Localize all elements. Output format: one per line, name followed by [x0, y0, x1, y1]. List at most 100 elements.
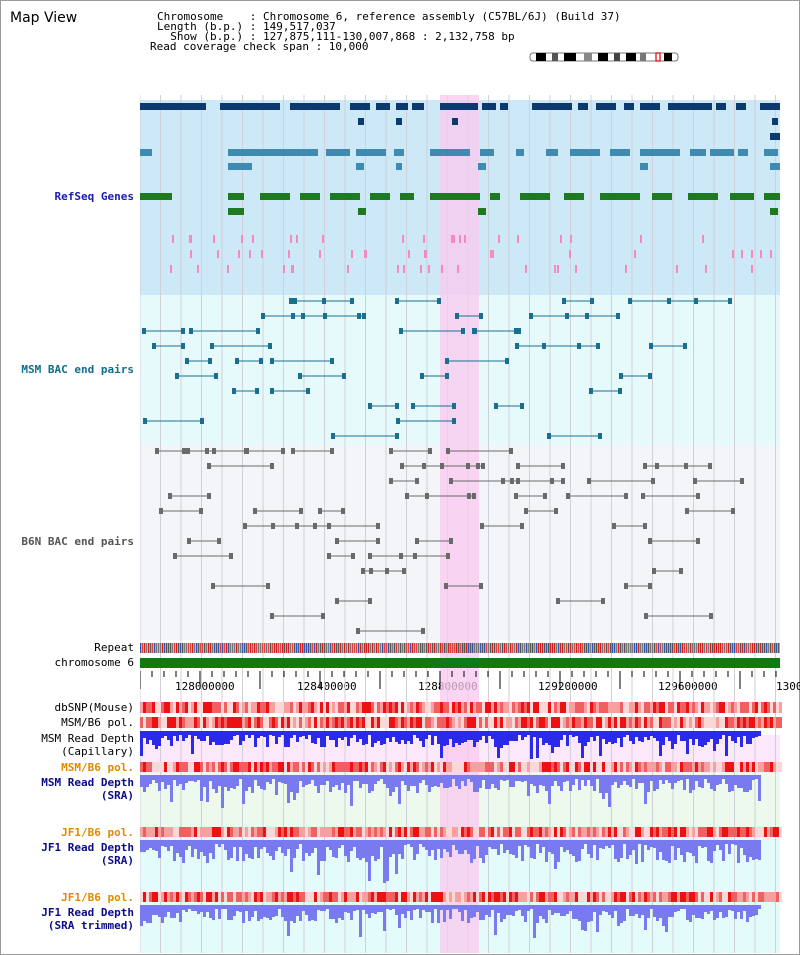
polymorphism-cell	[263, 762, 266, 772]
polymorphism-cell	[680, 827, 683, 837]
bac-end-marker	[396, 418, 400, 424]
bac-end-marker	[648, 373, 652, 379]
polymorphism-cell	[482, 762, 485, 772]
polymorphism-cell	[764, 827, 767, 837]
polymorphism-cell	[260, 717, 263, 728]
polymorphism-cell	[368, 827, 371, 837]
bac-end-marker	[261, 313, 265, 319]
polymorphism-cell	[731, 702, 734, 713]
read-depth-bar	[593, 840, 596, 845]
polymorphism-cell	[560, 717, 563, 728]
read-depth-bar	[245, 775, 248, 791]
polymorphism-cell	[776, 892, 779, 902]
polymorphism-cell	[419, 717, 422, 728]
polymorphism-cell	[437, 717, 440, 728]
bac-end-marker	[587, 478, 591, 484]
repeat-bar-segment	[282, 643, 284, 653]
read-depth-bar	[629, 775, 632, 787]
read-depth-bar	[266, 775, 269, 782]
repeat-bar-segment	[458, 643, 460, 653]
polymorphism-cell	[692, 762, 695, 772]
genome-tracks-canvas[interactable]	[140, 95, 782, 953]
polymorphism-cell	[542, 702, 545, 713]
repeat-bar-segment	[538, 643, 540, 653]
polymorphism-cell	[302, 717, 305, 728]
read-depth-bar	[695, 775, 698, 781]
polymorphism-cell	[743, 702, 746, 713]
polymorphism-cell	[338, 762, 341, 772]
repeat-bar-segment	[262, 643, 264, 653]
repeat-bar-segment	[286, 643, 288, 653]
polymorphism-cell	[752, 717, 755, 728]
polymorphism-cell	[587, 762, 590, 772]
bac-end-marker	[561, 463, 565, 469]
polymorphism-cell	[734, 762, 737, 772]
polymorphism-cell	[560, 827, 563, 837]
read-depth-bar	[272, 775, 275, 779]
read-depth-bar	[677, 840, 680, 848]
polymorphism-cell	[149, 827, 152, 837]
read-depth-bar	[518, 775, 521, 781]
repeat-mark	[423, 235, 425, 243]
bac-end-marker	[270, 613, 274, 619]
read-depth-bar	[458, 905, 461, 912]
read-depth-bar	[206, 840, 209, 863]
polymorphism-cell	[707, 717, 710, 728]
polymorphism-cell	[398, 717, 401, 728]
read-depth-bar	[461, 905, 464, 921]
read-depth-bar	[152, 840, 155, 850]
read-depth-bar	[383, 840, 386, 883]
read-depth-bar	[614, 731, 617, 743]
polymorphism-cell	[275, 827, 278, 837]
polymorphism-cell	[263, 702, 266, 713]
read-depth-bar	[512, 840, 515, 855]
gene-feature	[396, 163, 402, 170]
repeat-bar-segment	[336, 643, 338, 653]
read-depth-bar	[179, 905, 182, 922]
read-depth-bar	[341, 840, 344, 845]
read-depth-bar	[200, 840, 203, 852]
read-depth-bar	[551, 840, 554, 854]
read-depth-bar	[743, 905, 746, 911]
read-depth-bar	[395, 775, 398, 787]
polymorphism-cell	[647, 702, 650, 713]
polymorphism-cell	[617, 827, 620, 837]
polymorphism-cell	[752, 702, 755, 713]
polymorphism-cell	[236, 717, 239, 728]
bac-end-marker	[335, 538, 339, 544]
read-depth-bar	[236, 731, 239, 735]
polymorphism-cell	[548, 827, 551, 837]
polymorphism-cell	[209, 827, 212, 837]
read-depth-bar	[212, 840, 215, 859]
polymorphism-cell	[206, 892, 209, 902]
polymorphism-cell	[482, 827, 485, 837]
polymorphism-cell	[665, 827, 668, 837]
read-depth-bar	[758, 905, 761, 909]
read-depth-bar	[653, 775, 656, 791]
polymorphism-cell	[470, 827, 473, 837]
polymorphism-cell	[554, 702, 557, 713]
repeat-bar-segment	[214, 643, 216, 653]
bac-end-marker	[516, 463, 520, 469]
read-depth-bar	[251, 731, 254, 735]
read-depth-bar	[704, 731, 707, 745]
read-depth-bar	[575, 840, 578, 862]
polymorphism-cell	[221, 717, 224, 728]
repeat-bar-segment	[682, 643, 684, 653]
polymorphism-cell	[296, 892, 299, 902]
polymorphism-cell	[341, 892, 344, 902]
bac-end-marker	[229, 553, 233, 559]
polymorphism-cell	[533, 717, 536, 728]
polymorphism-cell	[152, 717, 155, 728]
polymorphism-cell	[467, 702, 470, 713]
read-depth-bar	[608, 905, 611, 915]
polymorphism-cell	[662, 762, 665, 772]
repeat-bar-segment	[696, 643, 698, 653]
polymorphism-cell	[539, 717, 542, 728]
repeat-mark	[428, 265, 430, 273]
read-depth-bar	[317, 775, 320, 793]
polymorphism-cell	[353, 892, 356, 902]
read-depth-bar	[269, 731, 272, 735]
chromosome-ideogram[interactable]	[528, 50, 683, 64]
polymorphism-cell	[776, 827, 779, 837]
